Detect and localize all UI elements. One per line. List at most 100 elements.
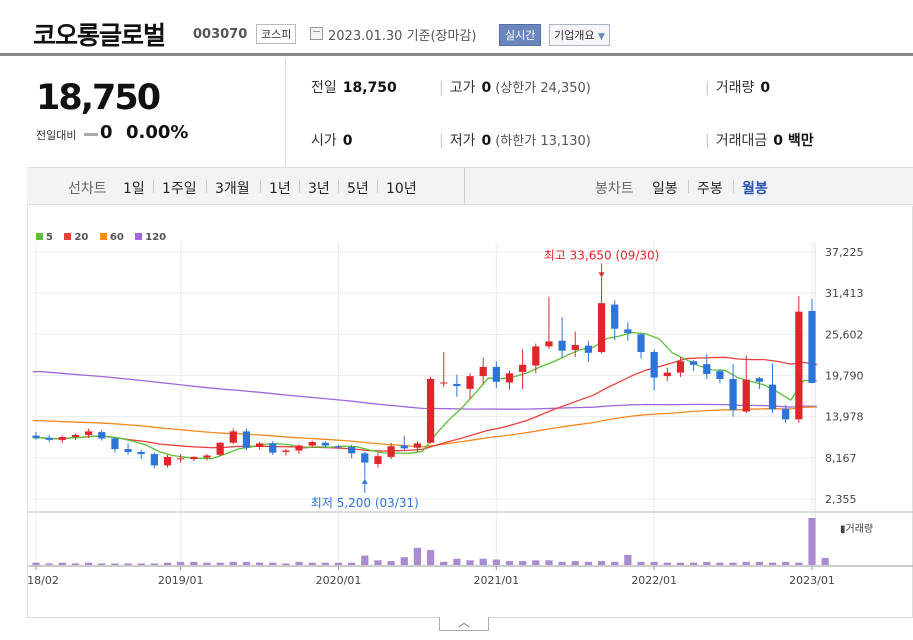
- quote-stats: 전일 18,750 | 고가 0 (상한가 24,350) | 거래량 0 시가 0 | 저가 0…: [287, 59, 913, 166]
- volume-bar: [308, 562, 316, 565]
- volume-bar: [479, 558, 487, 565]
- x-tick-label: 2023/01: [789, 574, 835, 587]
- current-price: 18,750: [36, 78, 161, 118]
- period-3y[interactable]: 3년: [308, 181, 330, 197]
- candle-body: [808, 310, 816, 383]
- volume-bar: [808, 518, 816, 565]
- volume-bar: [637, 561, 645, 565]
- candle-body: [45, 437, 53, 440]
- candle-body: [492, 366, 500, 382]
- period-10y[interactable]: 10년: [386, 181, 417, 197]
- candle-body: [32, 435, 40, 438]
- candle-body: [216, 442, 224, 455]
- candle-body: [663, 372, 671, 377]
- candle-body: [321, 442, 329, 446]
- price-box: 18,750 전일대비 0 0.00%: [27, 59, 286, 166]
- period-1y[interactable]: 1년: [269, 181, 291, 197]
- candle-body: [71, 434, 80, 438]
- low-stat: | 저가 0 (하한가 13,130): [439, 133, 591, 149]
- candle-body: [426, 378, 435, 443]
- volume-bar: [558, 561, 566, 565]
- company-overview-label: 기업개요: [554, 29, 595, 42]
- period-3m[interactable]: 3개월: [215, 181, 250, 197]
- candle-body: [690, 361, 698, 365]
- volume-bar: [505, 561, 514, 565]
- volume-bar: [821, 557, 829, 565]
- realtime-button[interactable]: 실시간: [499, 24, 542, 46]
- candle-body: [229, 431, 237, 443]
- period-1w[interactable]: 1주일: [162, 181, 197, 197]
- volume-bar: [334, 562, 343, 565]
- candle-body: [98, 432, 106, 439]
- prev-close-stat: 전일 18,750: [311, 77, 397, 97]
- volume-bar: [216, 562, 224, 565]
- volume-bar: [150, 563, 158, 565]
- candle-chart-label: 봉차트: [595, 181, 634, 197]
- change-label: 전일대비: [36, 129, 77, 142]
- volume-bar: [400, 557, 408, 565]
- volume-bar: [321, 562, 329, 565]
- candle-body: [676, 361, 685, 373]
- volume-axis-label: ▮거래량: [840, 523, 873, 535]
- volume-bar: [597, 561, 606, 565]
- y-tick-label: 2,355: [825, 493, 857, 506]
- candle-daily[interactable]: 일봉: [652, 181, 678, 197]
- legend-ma60: 60: [99, 232, 124, 243]
- volume-bar: [177, 561, 185, 565]
- legend-ma20: 20: [64, 232, 88, 243]
- volume-bar: [519, 561, 527, 565]
- x-tick-label: 2021/01: [473, 574, 519, 587]
- volume-bar: [492, 559, 500, 565]
- candle-body: [190, 456, 198, 460]
- candle-body: [519, 364, 527, 372]
- candle-body: [558, 340, 566, 351]
- x-tick-label: 2020/01: [316, 574, 362, 587]
- candle-monthly[interactable]: 월봉: [742, 181, 768, 197]
- min-annotation: 최저 5,200 (03/31): [311, 496, 419, 510]
- candle-weekly[interactable]: 주봉: [697, 181, 723, 197]
- volume-bar: [676, 562, 685, 565]
- collapse-chart-button[interactable]: ︿: [439, 617, 489, 631]
- volume-bar: [466, 560, 474, 565]
- volume-bar: [84, 562, 93, 565]
- open-value: 0: [342, 133, 353, 149]
- period-bar: 선차트 1일 1주일 3개월 1년 3년 5년 10년 봉차트 일봉 주봉 월봉: [27, 167, 913, 205]
- upper-limit: (상한가 24,350): [495, 81, 591, 96]
- base-date: 2023.01.30 기준(장마감): [328, 29, 477, 44]
- candle-body: [163, 456, 172, 466]
- candlestick-chart-svg[interactable]: 37,225 31,413 25,602 19,790 13,978 8,167 2,355…: [13, 206, 913, 618]
- period-5y[interactable]: 5년: [347, 181, 369, 197]
- volume-bar: [163, 562, 172, 565]
- candle-body: [624, 329, 632, 333]
- y-tick-label: 8,167: [825, 452, 857, 465]
- candle-body: [716, 371, 724, 379]
- ma-legend: 5 20 60 120: [36, 232, 174, 243]
- candle-body: [795, 311, 803, 420]
- candle-body: [571, 344, 579, 350]
- max-arrow-head: [598, 272, 605, 278]
- volume-bar: [663, 562, 671, 565]
- volume-bar: [295, 561, 303, 565]
- volume-bar: [190, 561, 198, 565]
- candle-body: [703, 364, 711, 375]
- volume-bar: [584, 561, 593, 565]
- open-stat: 시가 0: [311, 130, 353, 150]
- candle-body: [782, 408, 790, 420]
- high-stat: | 고가 0 (상한가 24,350): [439, 80, 591, 96]
- candle-body: [440, 382, 448, 384]
- legend-swatch-ma60: [99, 233, 107, 240]
- volume-bar: [32, 562, 40, 565]
- line-chart-label: 선차트: [68, 181, 107, 197]
- company-overview-button[interactable]: 기업개요 ▼: [549, 24, 610, 46]
- volume-bar: [98, 563, 106, 565]
- volume-bar: [426, 550, 435, 565]
- candle-body: [584, 345, 593, 353]
- candle-body: [479, 366, 487, 377]
- title-bar: 코오롱글로벌 003070 코스피 2023.01.30 기준(장마감) 실시간…: [0, 0, 913, 56]
- period-1d[interactable]: 1일: [123, 181, 145, 197]
- candle-body: [295, 445, 303, 451]
- volume-bar: [440, 561, 448, 565]
- ma60-line: [33, 406, 818, 448]
- x-tick-label: 2022/01: [631, 574, 677, 587]
- legend-swatch-ma20: [64, 233, 72, 240]
